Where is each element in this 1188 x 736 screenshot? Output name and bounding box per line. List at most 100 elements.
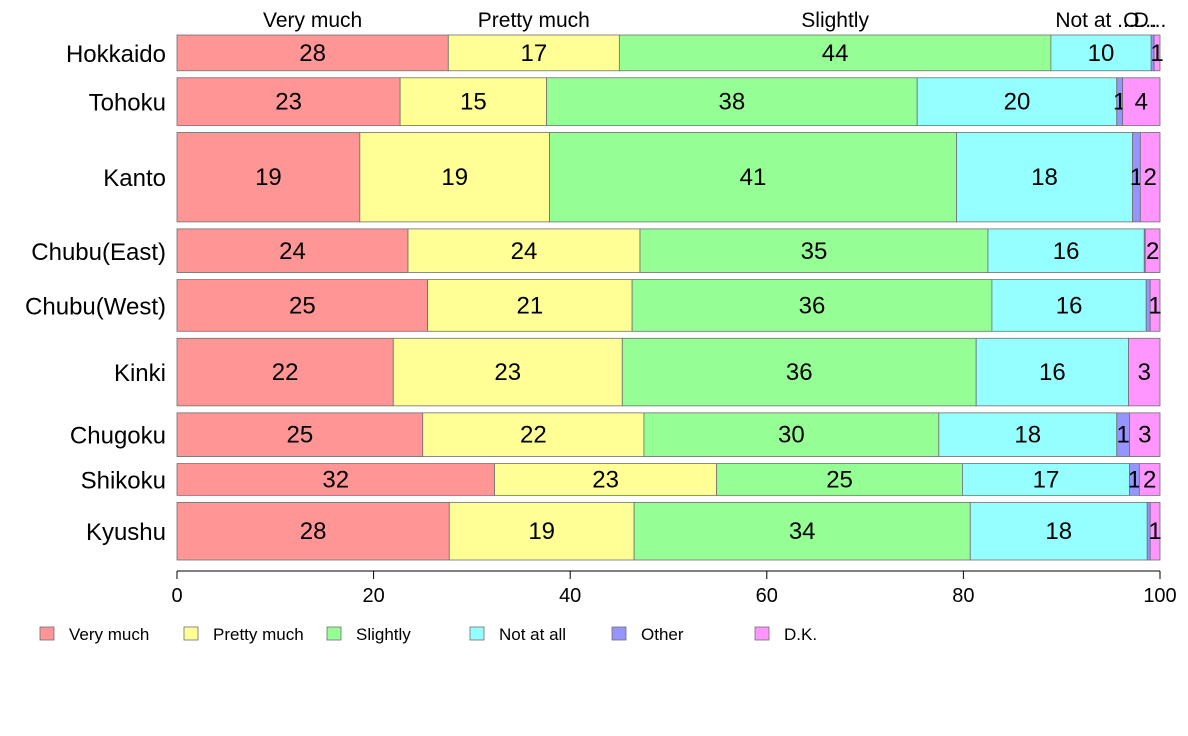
bar-segment-tohoku-d-k	[1122, 77, 1161, 126]
row-label-hokkaido: Hokkaido	[66, 41, 166, 68]
data-label-kanto-slightly: 41	[740, 164, 767, 191]
bar-segment-chugoku-pretty-much	[422, 412, 645, 457]
data-label-chubu-west-very-much: 25	[289, 292, 316, 319]
row-labels: Hokkaido Tohoku Kanto Chubu(East) Chubu(West…	[25, 41, 166, 546]
data-label-kinki-not-at-all: 16	[1039, 359, 1066, 386]
legend-item-slightly: Slightly	[326, 625, 411, 644]
legend-item-very-much: Very much	[39, 625, 149, 644]
legend-label-slightly: Slightly	[356, 625, 411, 644]
bar-segment-tohoku-pretty-much	[399, 77, 548, 126]
bar-row-chugoku: 25 22 30 18 1 3	[176, 412, 1161, 457]
bar-segment-chubu-west-d-k	[1149, 279, 1161, 332]
x-tick-label-80: 80	[952, 585, 974, 607]
data-label-shikoku-d-k: 2	[1143, 466, 1156, 493]
bar-segment-tohoku-not-at-all	[916, 77, 1118, 126]
legend-item-not-at-all: Not at all	[469, 625, 566, 644]
data-label-shikoku-very-much: 32	[322, 466, 349, 493]
bar-segment-chubu-west-slightly	[631, 279, 993, 332]
bar-segment-hokkaido-not-at-all	[1050, 34, 1152, 72]
top-category-labels: Very much Pretty much Slightly Not at ...O.…	[263, 9, 1166, 32]
top-label-6: D...	[1134, 9, 1167, 32]
row-label-chugoku: Chugoku	[70, 423, 166, 450]
bar-segment-kanto-very-much	[176, 132, 361, 223]
bar-segment-shikoku-not-at-all	[962, 463, 1130, 496]
bar-segment-chubu-east-d-k	[1144, 228, 1161, 274]
bar-segment-shikoku-pretty-much	[494, 463, 718, 496]
top-label-5: O...	[1123, 9, 1157, 32]
bar-row-kanto: 19 19 41 18 1 2	[176, 132, 1161, 223]
row-label-kinki: Kinki	[114, 360, 166, 387]
row-label-chubu-west: Chubu(West)	[25, 293, 166, 320]
data-label-kyushu-d-k: 1	[1148, 518, 1161, 545]
legend-swatch-d-k	[754, 626, 770, 641]
data-label-kanto-other: 1	[1130, 164, 1143, 191]
legend-swatch-slightly	[326, 626, 342, 641]
data-label-hokkaido-slightly: 44	[822, 40, 849, 67]
legend-label-pretty-much: Pretty much	[213, 625, 304, 644]
bar-segment-kyushu-d-k	[1149, 501, 1161, 561]
bar-segment-chubu-west-very-much	[176, 279, 429, 332]
data-label-chugoku-d-k: 3	[1138, 422, 1151, 449]
bar-segment-kanto-slightly	[549, 132, 957, 223]
data-label-tohoku-not-at-all: 20	[1004, 89, 1031, 116]
bar-segment-shikoku-d-k	[1138, 463, 1161, 496]
data-label-tohoku-d-k: 4	[1135, 89, 1148, 116]
data-label-kanto-pretty-much: 19	[441, 164, 468, 191]
x-tick-label-100: 100	[1143, 585, 1176, 607]
x-tick-label-40: 40	[559, 585, 581, 607]
data-label-kinki-pretty-much: 23	[494, 359, 521, 386]
bar-row-kyushu: 28 19 34 18 1	[176, 501, 1162, 561]
data-label-chubu-east-very-much: 24	[279, 238, 306, 265]
row-label-kyushu: Kyushu	[86, 519, 166, 546]
data-label-shikoku-other: 1	[1128, 466, 1141, 493]
x-tick-label-20: 20	[362, 585, 384, 607]
legend-swatch-very-much	[39, 626, 55, 641]
row-label-chubu-east: Chubu(East)	[31, 239, 166, 266]
bar-segment-kanto-pretty-much	[359, 132, 550, 223]
data-label-kanto-very-much: 19	[255, 164, 282, 191]
top-label-2: Pretty much	[478, 9, 590, 32]
row-label-tohoku: Tohoku	[89, 90, 166, 117]
bar-segment-kinki-slightly	[621, 337, 977, 407]
data-label-tohoku-very-much: 23	[275, 89, 302, 116]
bar-segment-kanto-d-k	[1139, 132, 1161, 223]
bar-segment-chubu-west-not-at-all	[991, 279, 1147, 332]
data-label-kyushu-not-at-all: 18	[1045, 518, 1072, 545]
legend-label-d-k: D.K.	[784, 625, 817, 644]
x-tick-label-60: 60	[756, 585, 778, 607]
bar-row-tohoku: 23 15 38 20 1 4	[176, 77, 1161, 126]
data-label-tohoku-pretty-much: 15	[460, 89, 487, 116]
data-label-kinki-slightly: 36	[786, 359, 813, 386]
data-label-kinki-very-much: 22	[272, 359, 299, 386]
bars: 28 17 44 10 123 15 38 20 1 419 19 41 18 1 224 24 35 16 225…	[176, 34, 1164, 561]
data-label-hokkaido-pretty-much: 17	[520, 40, 547, 67]
legend-label-not-at-all: Not at all	[499, 625, 566, 644]
data-label-chubu-east-not-at-all: 16	[1053, 238, 1080, 265]
bar-row-kinki: 22 23 36 16 3	[176, 337, 1161, 407]
bar-row-chubu-west: 25 21 36 16 1	[176, 279, 1162, 332]
bar-segment-chugoku-d-k	[1129, 412, 1161, 457]
bar-segment-chugoku-not-at-all	[938, 412, 1118, 457]
legend-swatch-pretty-much	[183, 626, 199, 641]
data-label-chubu-west-not-at-all: 16	[1056, 292, 1083, 319]
bar-row-chubu-east: 24 24 35 16 2	[176, 228, 1161, 274]
bar-row-shikoku: 32 23 25 17 1 2	[176, 463, 1161, 496]
bar-segment-tohoku-slightly	[546, 77, 918, 126]
data-label-chubu-east-slightly: 35	[801, 238, 828, 265]
legend-swatch-not-at-all	[469, 626, 485, 641]
data-label-shikoku-pretty-much: 23	[592, 466, 619, 493]
data-label-chugoku-pretty-much: 22	[520, 422, 547, 449]
data-label-kinki-d-k: 3	[1138, 359, 1151, 386]
bar-segment-chubu-east-slightly	[639, 228, 989, 274]
row-label-shikoku: Shikoku	[81, 467, 166, 494]
data-label-chubu-east-pretty-much: 24	[511, 238, 538, 265]
data-label-shikoku-not-at-all: 17	[1033, 466, 1060, 493]
legend-swatch-other	[611, 626, 627, 641]
legend: Very much Pretty much Slightly Not at all Ot…	[39, 625, 817, 644]
legend-item-d-k: D.K.	[754, 625, 817, 644]
data-label-kanto-not-at-all: 18	[1031, 164, 1058, 191]
top-label-1: Very much	[263, 9, 362, 32]
data-label-chubu-west-d-k: 1	[1148, 292, 1161, 319]
bar-segment-hokkaido-very-much	[176, 34, 449, 72]
